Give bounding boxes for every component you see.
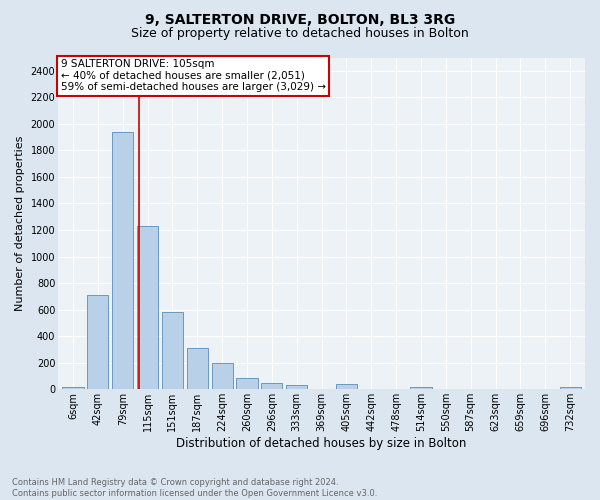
Text: 9, SALTERTON DRIVE, BOLTON, BL3 3RG: 9, SALTERTON DRIVE, BOLTON, BL3 3RG [145,12,455,26]
X-axis label: Distribution of detached houses by size in Bolton: Distribution of detached houses by size … [176,437,467,450]
Bar [460,388,481,390]
Bar [62,388,83,390]
Bar [510,388,531,390]
Bar [87,295,109,390]
Bar [535,388,556,390]
Bar [311,388,332,390]
Bar [435,388,457,390]
Text: Contains HM Land Registry data © Crown copyright and database right 2024.
Contai: Contains HM Land Registry data © Crown c… [12,478,377,498]
Bar [112,132,133,390]
Y-axis label: Number of detached properties: Number of detached properties [15,136,25,311]
Bar [187,348,208,390]
Text: Size of property relative to detached houses in Bolton: Size of property relative to detached ho… [131,28,469,40]
Bar [410,386,431,390]
Bar [336,384,357,390]
Text: 9 SALTERTON DRIVE: 105sqm
← 40% of detached houses are smaller (2,051)
59% of se: 9 SALTERTON DRIVE: 105sqm ← 40% of detac… [61,59,326,92]
Bar [560,388,581,390]
Bar [485,388,506,390]
Bar [361,388,382,390]
Bar [236,378,257,390]
Bar [261,382,283,390]
Bar [286,384,307,390]
Bar [162,312,183,390]
Bar [212,362,233,390]
Bar [386,388,407,390]
Bar [137,226,158,390]
